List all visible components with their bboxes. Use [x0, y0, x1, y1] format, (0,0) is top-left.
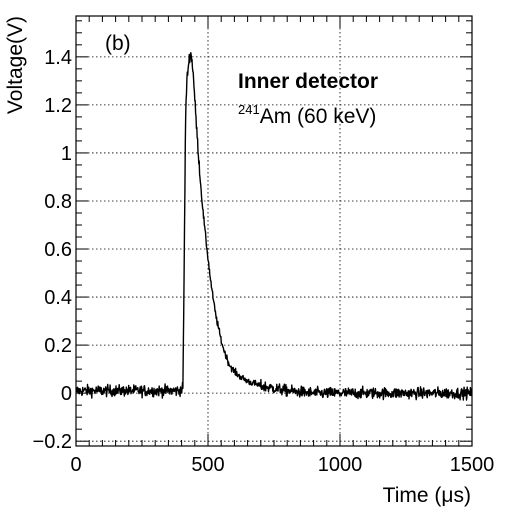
y-tick-label: 1.2 [44, 95, 72, 117]
y-tick-label: 0.4 [44, 287, 72, 309]
y-tick-label: 0.6 [44, 239, 72, 261]
y-tick-label: 0 [61, 383, 72, 405]
x-axis-title: Time (μs) [383, 484, 471, 507]
annotation-title: Inner detector [238, 70, 378, 93]
tick-labels: 0 500 1000 1500−0.200.20.40.60.811.21.4 [33, 47, 495, 476]
x-tick-label: 1500 [450, 454, 495, 476]
y-tick-label: 0.8 [44, 191, 72, 213]
annotation-isotope-text: Am (60 keV) [260, 105, 377, 128]
annotation-isotope-mass: 241 [238, 102, 260, 117]
x-axis-title-prefix: Time ( [383, 484, 442, 507]
y-axis-title: Voltage(V) [4, 16, 27, 114]
y-tick-label: 1 [61, 143, 72, 165]
annotation-isotope: 241Am (60 keV) [238, 102, 376, 128]
x-axis-title-suffix: ) [464, 484, 471, 507]
axis-ticks [75, 16, 473, 446]
x-tick-label: 1000 [318, 454, 363, 476]
panel-label: (b) [105, 32, 131, 55]
y-tick-label: −0.2 [33, 431, 72, 453]
x-tick-label: 0 [70, 454, 81, 476]
y-tick-label: 0.2 [44, 335, 72, 357]
series-line [75, 52, 473, 401]
y-tick-label: 1.4 [44, 47, 72, 69]
x-tick-label: 500 [191, 454, 224, 476]
x-axis-title-unit: μs [441, 484, 464, 507]
